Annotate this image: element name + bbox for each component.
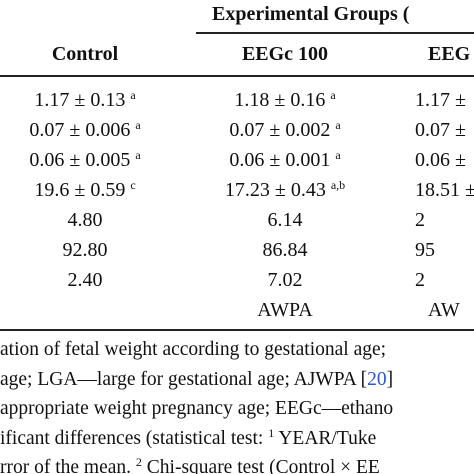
group-header: Experimental Groups (: [212, 3, 410, 25]
footnote-text: Chi-square test (Control × EE: [141, 457, 380, 474]
footnote-text: ation of fetal weight according to gesta…: [0, 339, 387, 360]
cell-superscript: a,b: [330, 178, 346, 192]
footnote-line: age; LGA—large for gestational age; AJWP…: [0, 368, 393, 392]
cell-value: 2: [415, 269, 425, 291]
footnote-marker: 1: [268, 425, 275, 440]
column-header: EEGc 100: [241, 43, 329, 65]
footnote-text: ]: [386, 368, 394, 390]
cell-superscript: a: [330, 88, 336, 102]
cell-value: AW: [428, 299, 460, 321]
footnote-text: appropriate weight pregnancy age; EEGc—e…: [0, 398, 394, 419]
cell-value: 1.17 ±: [415, 89, 466, 111]
cell-value: 86.84: [262, 239, 308, 261]
table-cell: 18.51 ±: [415, 178, 474, 202]
cell-value: 0.07 ± 0.006: [29, 119, 131, 141]
header-rule: [0, 75, 474, 77]
cell-value: 0.06 ± 0.001: [229, 149, 331, 171]
table-cell: 1.17 ±: [415, 88, 466, 112]
table-cell: 2: [415, 208, 425, 232]
footnote-text: ificant differences (statistical test:: [0, 427, 269, 449]
table-cell: AWPA: [257, 298, 312, 322]
table-cell: 0.06 ± 0.005 a: [29, 148, 140, 172]
cell-value: 1.18 ± 0.16: [234, 89, 326, 111]
table-cell: 19.6 ± 0.59 c: [34, 178, 135, 202]
cell-value: 1.17 ± 0.13: [34, 89, 126, 111]
table-cell: 0.07 ± 0.006 a: [29, 118, 140, 142]
cell-value: 4.80: [67, 209, 103, 231]
cell-value: AWPA: [257, 299, 313, 321]
cell-value: 17.23 ± 0.43: [224, 179, 326, 201]
table-cell: 7.02: [268, 268, 303, 292]
footnote-line: rror of the mean. 2 Chi-square test (Con…: [0, 456, 380, 474]
cell-value: 7.02: [267, 269, 303, 291]
cell-superscript: a: [135, 148, 141, 162]
cell-value: 0.06 ± 0.005: [29, 149, 131, 171]
cell-value: 18.51 ±: [415, 179, 474, 201]
table-cell: 4.80: [68, 208, 103, 232]
table-cell: AW: [428, 298, 460, 322]
table-cell: 2: [415, 268, 425, 292]
cell-superscript: a: [130, 88, 136, 102]
column-header: Control: [51, 43, 119, 65]
cell-superscript: a: [335, 118, 341, 132]
table-bottom-rule: [0, 329, 474, 331]
cell-value: 0.07 ±: [415, 119, 466, 141]
footnote-line: ation of fetal weight according to gesta…: [0, 338, 386, 362]
table-cell: 6.14: [268, 208, 303, 232]
header-rule: [196, 32, 474, 34]
cell-value: 92.80: [62, 239, 108, 261]
table-cell: 0.06 ±: [415, 148, 466, 172]
table-cell: 2.40: [68, 268, 103, 292]
table-cell: 0.07 ±: [415, 118, 466, 142]
table-cell: 92.80: [63, 238, 108, 262]
footnote-marker: 2: [135, 455, 142, 469]
table-cell: 86.84: [263, 238, 308, 262]
cell-value: 0.07 ± 0.002: [229, 119, 331, 141]
cell-value: 2.40: [67, 269, 103, 291]
table-cell: 1.18 ± 0.16 a: [234, 88, 335, 112]
footnote-text: rror of the mean.: [0, 457, 136, 474]
table-cell: 0.06 ± 0.001 a: [229, 148, 340, 172]
table-cell: 1.17 ± 0.13 a: [34, 88, 135, 112]
column-header: EEG: [428, 43, 471, 65]
cell-value: 0.06 ±: [415, 149, 466, 171]
footnote-text: age; LGA—large for gestational age; AJWP…: [0, 368, 368, 390]
footnote-text: YEAR/Tuke: [274, 427, 377, 449]
cell-value: 19.6 ± 0.59: [34, 179, 126, 201]
cell-value: 2: [415, 209, 425, 231]
cell-value: 6.14: [267, 209, 303, 231]
cell-superscript: a: [135, 118, 141, 132]
table-cell: 0.07 ± 0.002 a: [229, 118, 340, 142]
table-cell: 95: [415, 238, 435, 262]
cell-value: 95: [415, 239, 435, 261]
footnote-line: appropriate weight pregnancy age; EEGc—e…: [0, 397, 393, 421]
table-cell: 17.23 ± 0.43 a,b: [225, 178, 345, 202]
citation-link: 20: [367, 368, 387, 390]
cell-superscript: a: [335, 148, 341, 162]
cell-superscript: c: [130, 178, 136, 192]
footnote-line: ificant differences (statistical test: 1…: [0, 427, 376, 451]
